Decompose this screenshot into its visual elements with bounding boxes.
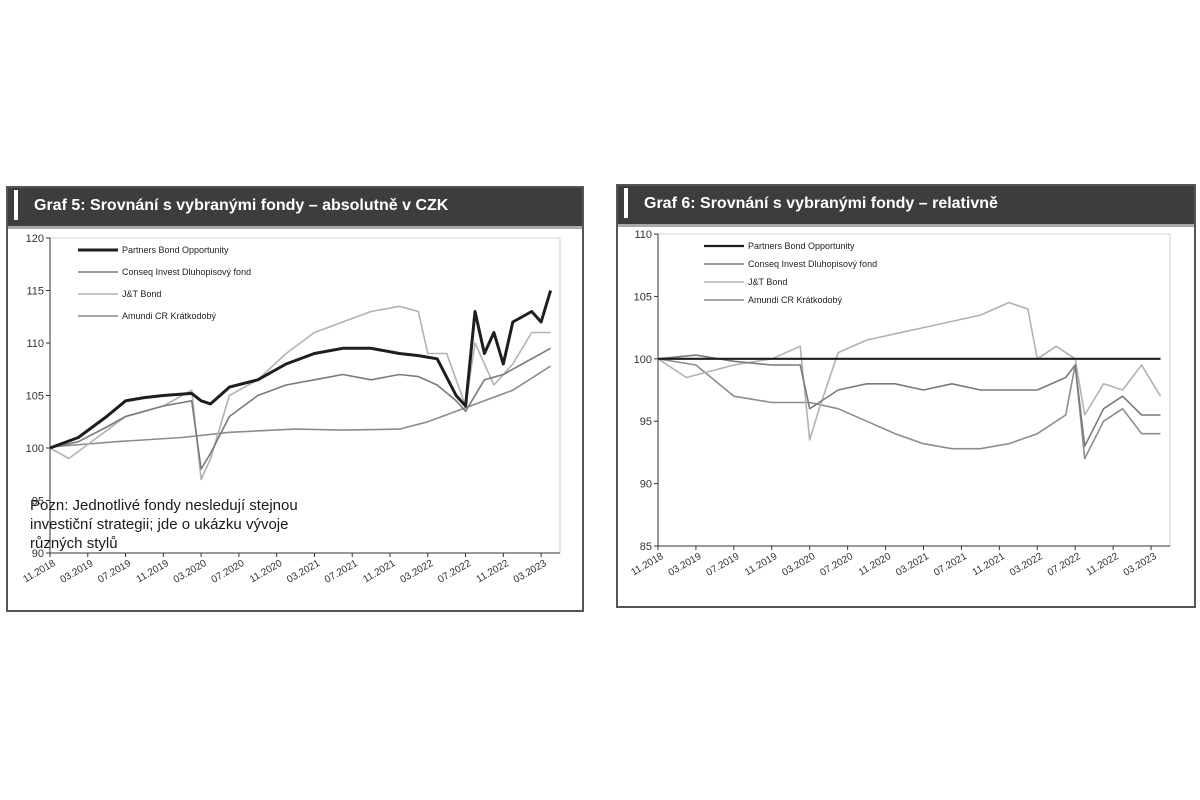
panel-header: Graf 5: Srovnání s vybranými fondy – abs… — [8, 188, 582, 229]
panel-header: Graf 6: Srovnání s vybranými fondy – rel… — [618, 186, 1194, 227]
x-tick-label: 03.2023 — [1122, 551, 1159, 579]
x-tick-label: 11.2018 — [21, 558, 58, 585]
y-tick-label: 100 — [26, 443, 44, 455]
chart-title: Graf 5: Srovnání s vybranými fondy – abs… — [34, 197, 449, 214]
x-tick-label: 11.2020 — [248, 558, 285, 585]
legend-label: Conseq Invest Dluhopisový fond — [748, 259, 877, 269]
y-tick-label: 95 — [32, 496, 44, 508]
y-tick-label: 105 — [634, 291, 652, 303]
x-tick-label: 11.2020 — [857, 551, 894, 578]
legend-background — [696, 236, 886, 316]
legend-label: Amundi CR Krátkodobý — [748, 295, 843, 305]
x-tick-label: 03.2020 — [172, 558, 209, 586]
x-tick-label: 03.2022 — [398, 558, 435, 586]
y-tick-label: 110 — [634, 229, 652, 241]
series-line-3 — [657, 301, 1162, 441]
y-tick-label: 100 — [634, 354, 652, 366]
x-tick-label: 07.2021 — [932, 551, 969, 579]
x-tick-label: 03.2020 — [780, 551, 817, 579]
x-tick-label: 03.2019 — [667, 551, 704, 579]
legend-label: J&T Bond — [122, 289, 161, 299]
y-tick-label: 105 — [26, 391, 44, 403]
x-tick-label: 11.2021 — [361, 558, 398, 585]
x-tick-label: 07.2022 — [436, 558, 473, 586]
x-tick-label: 03.2021 — [894, 551, 931, 579]
y-tick-label: 90 — [32, 548, 44, 560]
legend-label: Amundi CR Krátkodobý — [122, 311, 217, 321]
header-accent-bar — [14, 190, 18, 220]
x-tick-label: 11.2021 — [971, 551, 1008, 578]
x-tick-label: 07.2019 — [705, 551, 742, 579]
x-tick-label: 03.2022 — [1008, 551, 1045, 579]
legend-label: Conseq Invest Dluhopisový fond — [122, 267, 251, 277]
chart-note: Pozn: Jednotlivé fondy nesledují stejnou… — [30, 497, 298, 552]
chart-panel-graf-5: Graf 5: Srovnání s vybranými fondy – abs… — [6, 186, 584, 612]
y-tick-label: 115 — [26, 286, 44, 298]
x-tick-label: 07.2021 — [323, 558, 360, 586]
x-tick-label: 03.2023 — [512, 558, 549, 586]
x-tick-label: 07.2019 — [96, 558, 133, 586]
series-line-4 — [657, 358, 1161, 460]
y-tick-label: 95 — [640, 416, 652, 428]
y-tick-label: 90 — [640, 479, 652, 491]
legend-background — [70, 240, 260, 336]
legend-label: Partners Bond Opportunity — [122, 245, 229, 255]
x-tick-label: 07.2022 — [1046, 551, 1083, 579]
series-line-1 — [49, 290, 553, 450]
legend-label: J&T Bond — [748, 277, 787, 287]
series-line-2 — [49, 347, 551, 470]
x-tick-label: 07.2020 — [210, 558, 247, 586]
legend: Partners Bond Opportunity Conseq Invest D… — [696, 236, 886, 316]
x-tick-label: 11.2018 — [629, 551, 666, 578]
legend-label: Partners Bond Opportunity — [748, 241, 855, 251]
x-tick-label: 11.2022 — [1084, 551, 1121, 578]
chart-panel-graf-6: Graf 6: Srovnání s vybranými fondy – rel… — [616, 184, 1196, 608]
x-tick-label: 03.2021 — [285, 558, 322, 586]
x-tick-label: 11.2019 — [135, 558, 172, 585]
line-chart-absolute: 90 95 100 105 110 115 120 11.2018 03.2019 07.2019… — [21, 233, 561, 586]
y-tick-label: 110 — [26, 338, 44, 350]
header-accent-bar — [624, 188, 628, 218]
series-line-2 — [657, 354, 1161, 448]
chart-title: Graf 6: Srovnání s vybranými fondy – rel… — [644, 195, 998, 212]
x-tick-label: 03.2019 — [58, 558, 95, 586]
x-tick-label: 11.2019 — [743, 551, 780, 578]
x-tick-label: 11.2022 — [475, 558, 512, 585]
legend: Partners Bond Opportunity Conseq Invest D… — [70, 240, 260, 336]
y-tick-label: 120 — [26, 233, 44, 245]
y-tick-label: 85 — [640, 541, 652, 553]
series-line-4 — [49, 365, 552, 448]
x-tick-label: 07.2020 — [818, 551, 855, 579]
